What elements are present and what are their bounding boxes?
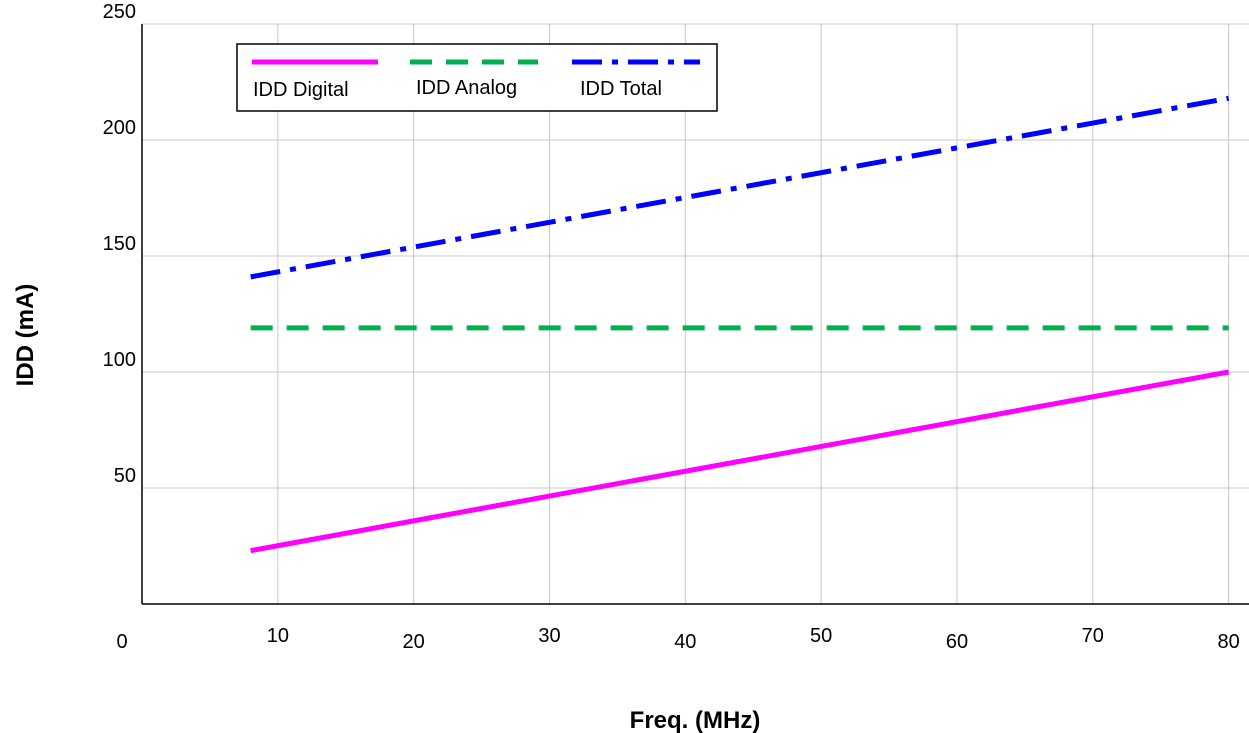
y-axis-title: IDD (mA): [12, 284, 39, 387]
y-tick-label: 50: [114, 465, 136, 487]
legend-label-idd-digital: IDD Digital: [253, 79, 349, 101]
legend-label-idd-analog: IDD Analog: [416, 77, 517, 99]
legend-label-idd-total: IDD Total: [580, 78, 662, 100]
x-tick-label: 0: [116, 631, 127, 653]
y-tick-label: 250: [103, 1, 136, 23]
series-lines: [250, 95, 1230, 554]
axes: [141, 24, 1249, 605]
x-tick-label: 30: [538, 625, 560, 647]
x-tick-label: 50: [810, 625, 832, 647]
x-tick-label: 70: [1082, 625, 1104, 647]
y-tick-label: 200: [103, 117, 136, 139]
series-line-idd-total: [250, 95, 1230, 280]
series-line-idd-digital: [250, 369, 1230, 554]
grid: [142, 23, 1249, 604]
x-tick-label: 60: [946, 631, 968, 653]
legend: IDD Digital IDD Analog IDD Total: [236, 43, 718, 112]
x-axis-title: Freq. (MHz): [630, 707, 761, 733]
tick-labels: 0 10 20 30 40 50 60 70 80 50 100 150 200 250: [103, 1, 1240, 653]
x-tick-label: 80: [1218, 631, 1240, 653]
x-tick-label: 20: [403, 631, 425, 653]
x-tick-label: 40: [674, 631, 696, 653]
y-tick-label: 150: [103, 233, 136, 255]
y-tick-label: 100: [103, 349, 136, 371]
legend-box: [236, 43, 718, 112]
x-tick-label: 10: [267, 625, 289, 647]
